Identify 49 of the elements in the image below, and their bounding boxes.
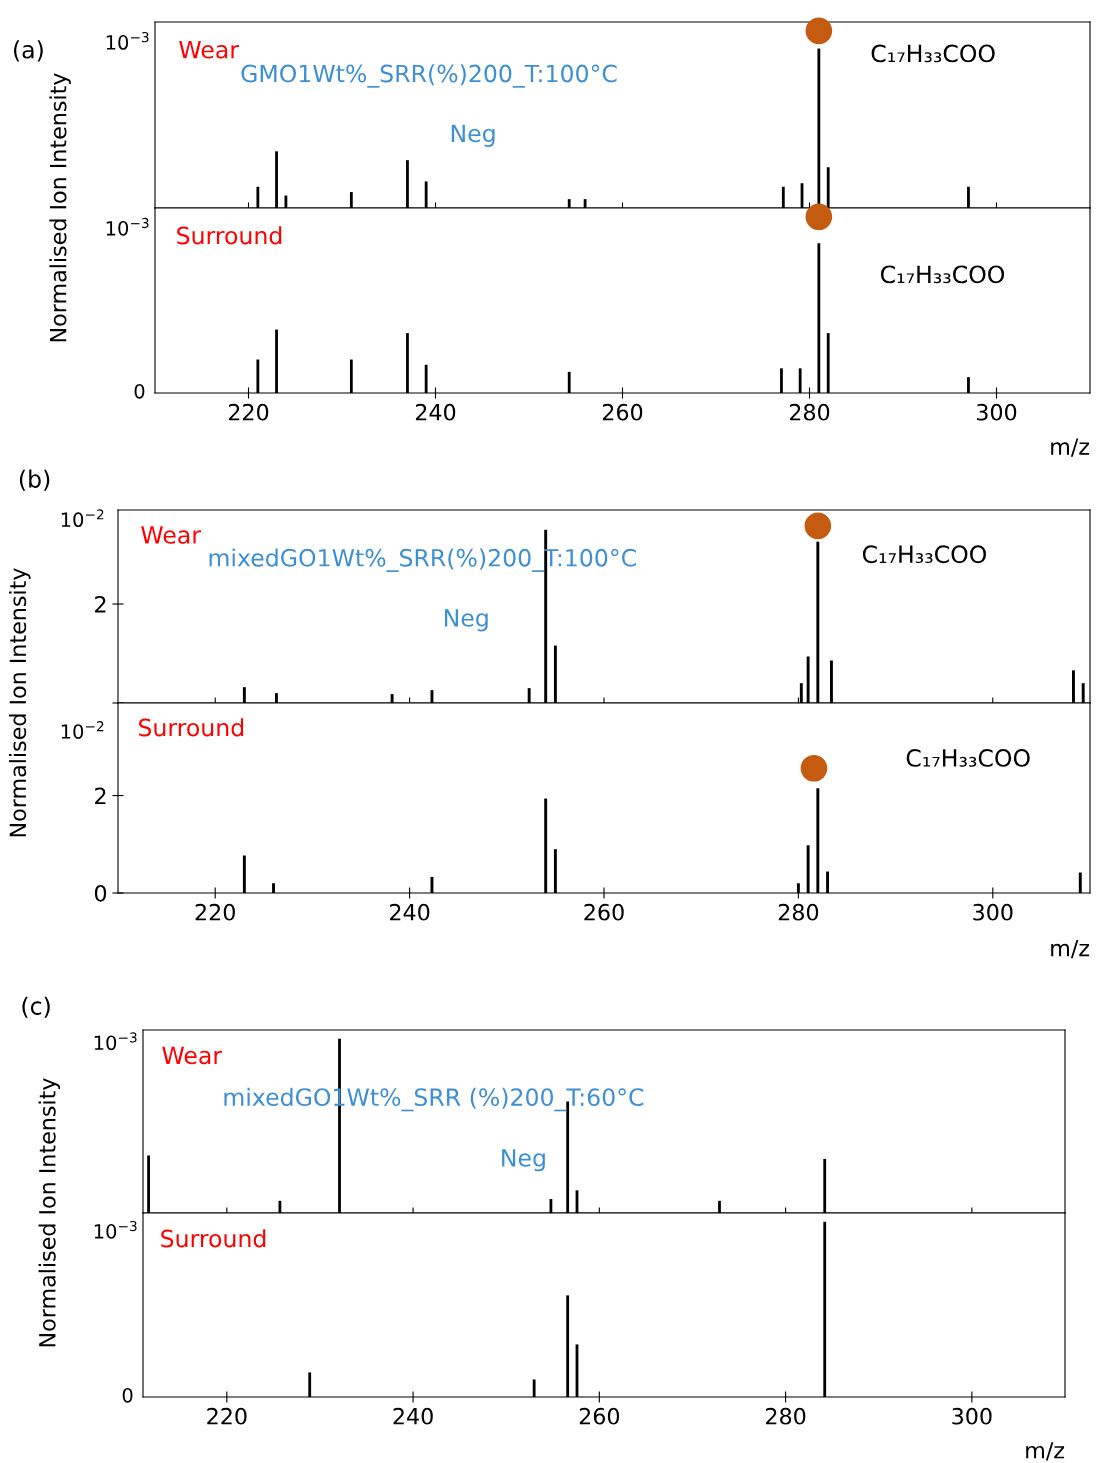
text: 10$^{−2}$ [61,509,104,528]
text: 10$^{−2}$ [61,721,104,739]
text: 10$^{−3}$ [106,217,149,236]
x-tick-label: 300 [952,1407,992,1425]
annotation: Neg [444,609,488,632]
text: 10$^{−3}$ [106,31,149,50]
y-tick-label: 0 [94,884,107,902]
chart-title: Surround [177,226,282,245]
x-tick-label: 300 [976,403,1017,421]
chart-title: Wear [162,1046,223,1065]
text: GMO1Wt%_SRR(%)200_T:100°C [241,64,617,88]
annotation: C₁₇H₃₃COO [862,545,987,564]
text: 0 [134,383,145,399]
text: (a) [13,40,43,62]
x-axis-title: m/z [1026,1442,1065,1461]
text: Wear [141,526,202,544]
annotation: Neg [502,1149,545,1172]
x-tick-label: 240 [390,903,430,921]
chart-title: Surround [161,1229,266,1248]
chart-title: Wear [179,41,240,59]
y-axis-title: Normalised Ion Intensity [38,1078,61,1347]
x-tick-label: 260 [584,903,624,921]
x-tick-label: 240 [393,1407,433,1425]
annotation: C₁₇H₃₃COO [880,265,1005,284]
x-axis-title: m/z [1051,939,1090,959]
y-axis-title: Normalised Ion Intensity [9,568,31,837]
x-tick-label: 220 [195,903,235,921]
text: Surround [139,718,244,737]
x-tick-label: 260 [579,1407,620,1425]
y-axis-title: Normalised Ion Intensity [49,73,71,342]
annotation: Neg [451,124,495,147]
text: 10$^{−3}$ [94,1032,137,1051]
x-tick-label: 300 [973,903,1013,921]
text: (b) [19,469,50,491]
x-tick-label: 220 [228,403,269,421]
text: 10$^{−3}$ [94,1220,137,1239]
x-tick-label: 260 [602,403,643,421]
y-tick-label: 2 [95,595,106,613]
text: (c) [22,996,50,1018]
x-tick-label: 280 [766,1407,806,1425]
x-tick-label: 220 [207,1407,247,1425]
annotation: C₁₇H₃₃COO [906,748,1030,767]
x-tick-label: 240 [415,403,456,421]
x-tick-label: 280 [778,903,819,921]
annotation: C₁₇H₃₃COO [871,44,995,63]
x-axis-title: m/z [1051,438,1090,457]
text: 0 [122,1387,133,1403]
x-tick-label: 280 [789,403,830,421]
y-tick-label: 2 [95,787,106,805]
